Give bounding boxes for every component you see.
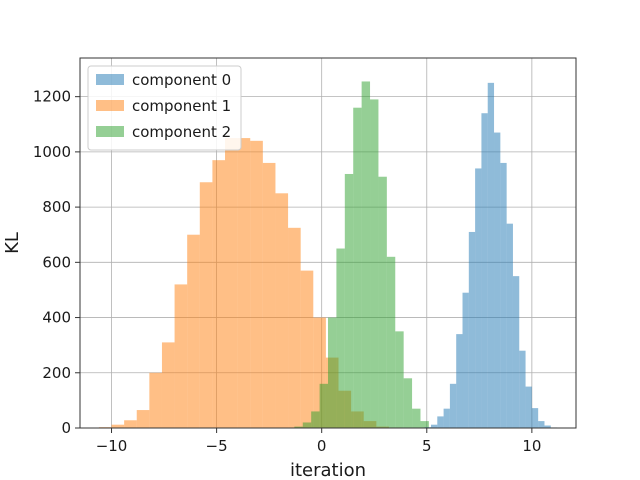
y-tick-label: 1000: [33, 143, 71, 161]
histogram-bar: [538, 421, 545, 428]
series-component-0: [424, 82, 558, 429]
histogram-bar: [420, 421, 429, 428]
y-tick-label: 0: [61, 419, 71, 437]
histogram-bar: [430, 424, 438, 428]
histogram-bar: [531, 408, 539, 428]
histogram-bar: [302, 422, 312, 428]
histogram-bar: [437, 416, 444, 428]
histogram-bar: [353, 107, 362, 429]
histogram-bar: [395, 331, 404, 428]
histogram-bar: [300, 270, 314, 428]
histogram-bar: [512, 276, 520, 428]
histogram-bar: [456, 334, 463, 428]
histogram-bar: [174, 284, 188, 428]
histogram-bar: [336, 248, 345, 428]
histogram-bar: [199, 182, 213, 428]
histogram-bar: [449, 383, 457, 428]
histogram-bar: [225, 138, 238, 428]
x-tick-label: 0: [317, 437, 327, 455]
histogram-bar: [386, 256, 396, 428]
histogram-bar: [412, 408, 421, 428]
legend-label: component 2: [132, 123, 231, 141]
histogram-bar: [344, 173, 354, 428]
histogram-bar: [481, 113, 488, 428]
histogram-bar: [319, 383, 328, 428]
histogram-bar: [288, 227, 301, 428]
histogram-bar: [124, 420, 137, 428]
legend-swatch: [96, 126, 124, 137]
histogram-bar: [328, 317, 337, 428]
histogram-bar: [487, 82, 495, 429]
histogram-bar: [370, 99, 379, 428]
x-axis-label: iteration: [290, 460, 366, 480]
histogram-bar: [161, 342, 175, 428]
histogram-bar: [361, 81, 371, 428]
histogram-bar: [378, 176, 387, 428]
legend-label: component 0: [132, 71, 231, 89]
legend-swatch: [96, 74, 124, 85]
series-component-1: [98, 138, 402, 429]
histogram-bar: [403, 378, 413, 428]
histogram-bar: [111, 424, 125, 428]
histogram-bar: [468, 231, 476, 428]
x-tick-label: 5: [422, 437, 432, 455]
histogram-bar: [311, 411, 320, 428]
histogram-bar: [519, 350, 526, 428]
histogram-bar: [462, 292, 469, 428]
histogram-bar: [294, 426, 303, 428]
x-tick-label: −10: [96, 437, 128, 455]
series-component-2: [294, 81, 429, 429]
y-tick-label: 200: [42, 364, 71, 382]
y-tick-label: 800: [42, 198, 71, 216]
legend: component 0 component 1 component 2: [87, 65, 242, 151]
axis-ticks: −10 −5 0 5 10 0 200 400 600 800 1000 1200: [33, 88, 542, 455]
histogram-bar: [237, 138, 251, 428]
legend-box: [87, 65, 242, 151]
y-tick-label: 600: [42, 253, 71, 271]
histogram-bar: [149, 372, 162, 428]
histogram-bar: [275, 193, 289, 428]
histogram-bar: [136, 410, 150, 428]
histogram-bars: [98, 81, 558, 429]
histogram-bar: [443, 408, 450, 428]
histogram-bar: [506, 223, 513, 428]
histogram-bar: [475, 168, 482, 428]
legend-swatch: [96, 100, 124, 111]
histogram-bar: [544, 425, 551, 428]
histogram-bar: [494, 132, 501, 428]
histogram-bar: [262, 162, 276, 429]
histogram-bar: [212, 160, 226, 428]
histogram-bar: [525, 386, 532, 428]
legend-label: component 1: [132, 97, 231, 115]
y-axis-label: KL: [2, 232, 23, 254]
histogram-bar: [500, 162, 507, 429]
histogram-bar: [187, 234, 200, 428]
histogram-bar: [250, 140, 263, 428]
x-tick-label: 10: [522, 437, 541, 455]
y-tick-label: 400: [42, 309, 71, 327]
plot-frame: [79, 57, 577, 429]
x-tick-label: −5: [206, 437, 228, 455]
y-tick-label: 1200: [33, 88, 71, 106]
